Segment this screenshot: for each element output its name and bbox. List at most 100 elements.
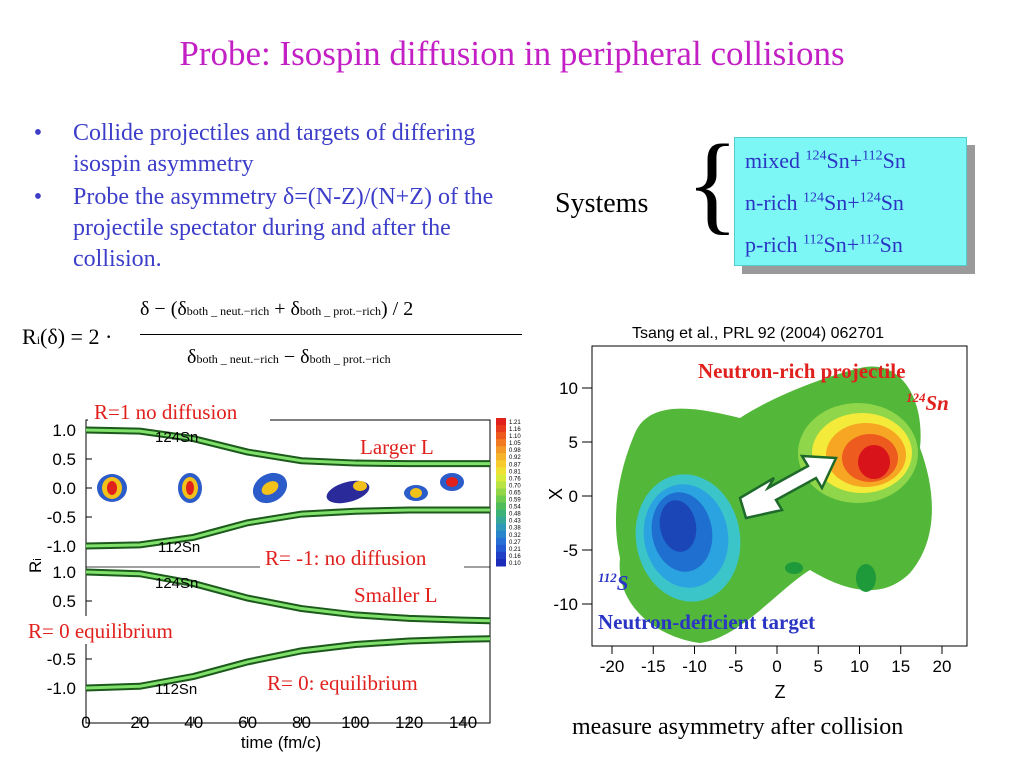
formula-denominator: δboth _ neut.−rich − δboth _ prot.−rich [187,346,391,368]
series-lines [85,426,491,692]
colorbar-tick-label: 0.92 [509,455,521,461]
y-axis-label: Ri [26,558,45,573]
colorbar-swatch [496,544,506,553]
formula-lhs: Ri(δ) = 2 · [22,324,113,349]
annotation-r1-no-diffusion: R=1 no diffusion [94,400,238,424]
colorbar-swatch [496,474,506,482]
colorbar-tick-label: 0.48 [509,512,521,518]
x-tick-label: 10 [850,657,869,676]
measure-caption: measure asymmetry after collision [572,714,904,740]
y-tick-label: -10 [553,595,578,614]
colorbar-swatch [496,558,506,567]
colorbar-tick-label: 0.81 [509,469,521,475]
y-ticks-top: 1.0 0.5 0.0 -0.5 -1.0 [47,421,92,556]
label-112sn-top: 112Sn [158,539,200,556]
y-tick-label: 0.5 [52,450,76,469]
colorbar-tick-label: 0.10 [509,561,521,567]
citation: Tsang et al., PRL 92 (2004) 062701 [632,325,885,342]
diffusion-time-plot: 1.0 0.5 0.0 -0.5 -1.0 1.0 0.5 -0.5 -1.0 0 20 40 60… [26,400,521,752]
colorbar-tick-label: 0.16 [509,554,521,560]
colorbar: 1.211.161.101.050.980.920.870.810.760.70… [496,418,521,567]
colorbar-swatch [496,495,506,504]
colorbar-tick-label: 1.16 [509,427,521,433]
target-blob [635,474,741,602]
y-tick-label: 10 [559,379,578,398]
colorbar-tick-label: 0.65 [509,490,521,496]
bullet-item: • Probe the asymmetry δ=(N-Z)/(N+Z) of th… [28,182,518,275]
x-tick-label: 5 [814,657,823,676]
colorbar-swatch [496,460,506,468]
colorbar-swatch [496,453,506,461]
colorbar-tick-label: 0.54 [509,505,521,511]
y-tick-label: 0.5 [52,592,76,611]
y-tick-label: -1.0 [47,537,76,556]
y-tick-label: 1.0 [52,563,76,582]
label-124sn: 124Sn [906,390,949,415]
colorbar-swatch [496,439,506,447]
label-neutron-deficient-target: Neutron-deficient target [598,610,815,634]
y-tick-label: -0.5 [47,650,76,669]
colorbar-swatch [496,488,506,497]
formula-numerator: δ − (δboth _ neut.−rich + δboth _ prot.−… [140,298,414,320]
double-arrow-icon [738,454,838,520]
series-line-bottom-0 [85,570,491,623]
projectile-blob [798,403,918,503]
annotation-r0-equilibrium-bottom: R= 0: equilibrium [267,671,418,695]
colorbar-swatch [496,425,506,433]
colorbar-tick-label: 0.59 [509,498,521,504]
snapshot-blob [326,480,370,504]
formula: Ri(δ) = 2 · δ − (δboth _ neut.−rich + δb… [22,296,522,386]
x-tick-label: -15 [641,657,666,676]
y-tick-label: 0 [569,487,578,506]
nucleus-snapshots [97,472,464,504]
colorbar-swatch [496,551,506,560]
x-tick-label: 20 [933,657,952,676]
colorbar-swatch [496,446,506,454]
systems-box: mixed 124Sn+112Sn n-rich 124Sn+124Sn p-r… [734,137,967,266]
annotation-bg [88,400,270,426]
x-axis-label: Z [775,682,786,702]
x-tick-label: 0 [772,657,781,676]
y-tick-label: -5 [563,541,578,560]
colorbar-swatch [496,509,506,518]
y-tick-label: -1.0 [47,679,76,698]
y-axis-label: X [546,488,566,500]
systems-label: Systems [555,188,649,219]
bullet-item: • Collide projectiles and targets of diff… [28,118,518,180]
y-tick-label: 1.0 [52,421,76,440]
colorbar-swatch [496,530,506,539]
y-ticks: 10 5 0 -5 -10 [553,379,592,614]
label-124sn-top: 124Sn [155,429,198,446]
bullet-dot-icon: • [33,120,43,146]
series-line-top-1 [85,508,490,548]
contour-island [785,562,803,574]
bullet-dot-icon: • [33,184,43,210]
x-axis-label: time (fm/c) [241,733,321,752]
bullet-list: • Collide projectiles and targets of diff… [28,118,518,277]
annotation-bg [262,668,458,696]
brace-icon: { [686,122,739,244]
system-item-mixed: mixed 124Sn+112Sn [745,148,906,173]
colorbar-tick-label: 0.70 [509,483,521,489]
colorbar-swatch [496,467,506,475]
colorbar-tick-label: 0.87 [509,462,521,468]
y-tick-label: -0.5 [47,508,76,527]
x-tick-label: -5 [728,657,743,676]
colorbar-swatch [496,481,506,489]
colorbar-swatch [496,418,506,426]
label-112s: 112S [598,570,628,595]
page-title: Probe: Isospin diffusion in peripheral c… [179,34,845,73]
y-tick-label: 5 [569,433,578,452]
annotation-rm1-no-diffusion: R= -1: no diffusion [265,546,427,570]
colorbar-tick-label: 0.32 [509,533,521,539]
label-124sn-bottom: 124Sn [155,575,198,592]
label-neutron-rich-projectile: Neutron-rich projectile [698,359,905,383]
x-tick-label: -10 [682,657,707,676]
colorbar-tick-label: 0.21 [509,547,521,553]
colorbar-tick-label: 0.76 [509,476,521,482]
annotation-larger-l: Larger L [360,435,434,459]
colorbar-swatch [496,523,506,532]
colorbar-tick-label: 1.21 [509,420,521,426]
system-item-p-rich: p-rich 112Sn+112Sn [745,232,903,257]
annotation-smaller-l: Smaller L [354,583,437,607]
